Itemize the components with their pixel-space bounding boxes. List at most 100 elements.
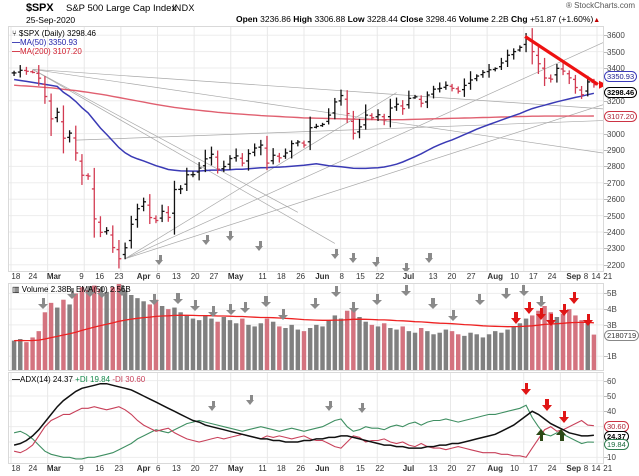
axis-tick: [604, 380, 608, 382]
down-arrow-head: [255, 246, 264, 252]
down-arrow-head: [310, 303, 321, 309]
volume-axis-label-4B: 4B: [607, 305, 617, 315]
date-axis-adx: 18 24 Mar 9 16 23 Apr 6 13 20 27 May 11 18 26 Jun 8 15 22 J…: [8, 464, 612, 475]
axis-tick: [604, 324, 608, 326]
axis-tick: [604, 68, 608, 69]
price-date-label: Mar: [46, 272, 62, 281]
price-date-label: Aug: [487, 272, 503, 281]
price-axis-label-3200: 3200: [607, 96, 625, 106]
down-arrow-marker: [539, 296, 543, 302]
down-arrow-marker: [334, 249, 338, 255]
axis-tick: [604, 150, 608, 151]
price-date-label: 24: [547, 272, 557, 281]
down-arrow-marker: [539, 308, 544, 314]
adx-date-label: 15: [355, 464, 365, 473]
line-icon-ma50: —: [12, 38, 20, 47]
adx-date-label: May: [227, 464, 244, 473]
quote-bar: Open 3236.86 High 3306.88 Low 3228.44 Cl…: [236, 14, 600, 24]
volume-legend: ▥ Volume 2.38B, EMA(50) 2.56B: [12, 285, 131, 294]
price-tag-close: 3298.46: [604, 86, 638, 98]
down-arrow-marker: [314, 298, 318, 304]
down-arrow-marker: [375, 257, 379, 263]
price-axis-label-2900: 2900: [607, 146, 625, 155]
down-arrow-marker: [41, 298, 45, 304]
price-legend: ⑂ $SPX (Daily) 3298.46 —MA(50) 3350.93 —…: [12, 29, 96, 56]
down-arrow-marker: [152, 294, 157, 300]
price-date-label: 15: [355, 272, 365, 281]
price-date-label: 16: [95, 272, 105, 281]
price-axis-label-3000: 3000: [607, 129, 625, 139]
symbol-ticker: $SPX: [26, 2, 54, 14]
down-arrow-marker: [522, 285, 526, 291]
change-label: Chg: [511, 14, 528, 24]
adx-date-label: Jul: [402, 464, 415, 473]
down-arrow-head: [84, 291, 95, 297]
down-arrow-marker: [120, 285, 124, 291]
down-arrow-head: [278, 314, 289, 320]
adx-panel[interactable]: —ADX(14) 24.37 +DI 19.84 -DI 30.60: [8, 372, 604, 464]
axis-tick: [604, 199, 608, 201]
down-arrow-head: [331, 254, 340, 260]
price-panel[interactable]: ⑂ $SPX (Daily) 3298.46 —MA(50) 3350.93 —…: [8, 26, 604, 272]
volume-bars-icon: ▥: [12, 285, 20, 294]
down-arrow-head: [357, 408, 366, 414]
down-arrow-head: [569, 298, 580, 304]
axis-tick: [604, 100, 608, 102]
axis-tick: [604, 248, 608, 250]
volume-panel[interactable]: ▥ Volume 2.38B, EMA(50) 2.56B: [8, 283, 604, 371]
axis-tick: [604, 309, 608, 311]
price-axis-label-3400: 3400: [607, 64, 625, 73]
axis-tick: [604, 215, 608, 217]
down-arrow-head: [240, 307, 251, 313]
price-date-label: 8: [339, 272, 344, 281]
adx-plot: [9, 373, 603, 463]
axis-tick: [604, 182, 608, 184]
down-arrow-head: [172, 298, 183, 304]
axis-tick: [604, 457, 608, 459]
legend-adx-label: ADX(14) 24.37: [20, 375, 73, 384]
down-arrow-head: [190, 305, 201, 311]
price-date-label: 13: [428, 272, 438, 281]
down-arrow-marker: [211, 401, 215, 407]
legend-plusdi-label: +DI 19.84: [75, 375, 111, 384]
down-arrow-marker: [100, 287, 104, 293]
price-date-label: 9: [79, 272, 84, 281]
down-arrow-head: [559, 417, 570, 423]
price-date-label: 14: [591, 272, 601, 281]
price-date-label: Jul: [402, 272, 415, 281]
down-arrow-marker: [352, 302, 356, 308]
low-value: 3228.44: [366, 14, 398, 24]
price-date-label: Apr: [136, 272, 151, 281]
down-arrow-head: [545, 320, 556, 326]
down-arrow-head: [331, 291, 341, 297]
price-date-label: Jun: [315, 272, 330, 281]
down-arrow-head: [510, 318, 521, 324]
down-arrow-head: [521, 389, 532, 395]
adx-date-label: 22: [375, 464, 385, 473]
down-arrow-marker: [478, 294, 482, 300]
adx-date-label: 24: [28, 464, 38, 473]
down-arrow-marker: [176, 293, 180, 299]
down-arrow-head: [541, 405, 552, 411]
down-arrow-marker: [524, 383, 529, 389]
line-icon-adx: —: [12, 375, 20, 384]
adx-axis-label-10: 10: [607, 453, 616, 463]
adx-date-label: 23: [114, 464, 124, 473]
adx-legend: —ADX(14) 24.37 +DI 19.84 -DI 30.60: [12, 375, 145, 384]
adx-date-label: 8: [583, 464, 589, 473]
candle-icon: ⑂: [12, 29, 17, 38]
up-arrow-head: [556, 429, 567, 435]
adx-date-label: 13: [428, 464, 438, 473]
down-arrow-marker: [205, 235, 209, 241]
down-arrow-marker: [361, 403, 365, 409]
down-arrow-marker: [70, 288, 75, 294]
adx-date-label: 10: [510, 464, 519, 473]
down-arrow-marker: [573, 292, 577, 298]
price-axis-label-2800: 2800: [607, 162, 625, 172]
volume-axis-label-3B: 3B: [607, 320, 617, 330]
volume-value: 2.2B: [491, 14, 509, 24]
close-value: 3298.46: [425, 14, 457, 24]
down-arrow-marker: [504, 288, 508, 294]
price-axis-label-2400: 2400: [607, 228, 625, 237]
adx-date-label: 6: [156, 464, 161, 473]
